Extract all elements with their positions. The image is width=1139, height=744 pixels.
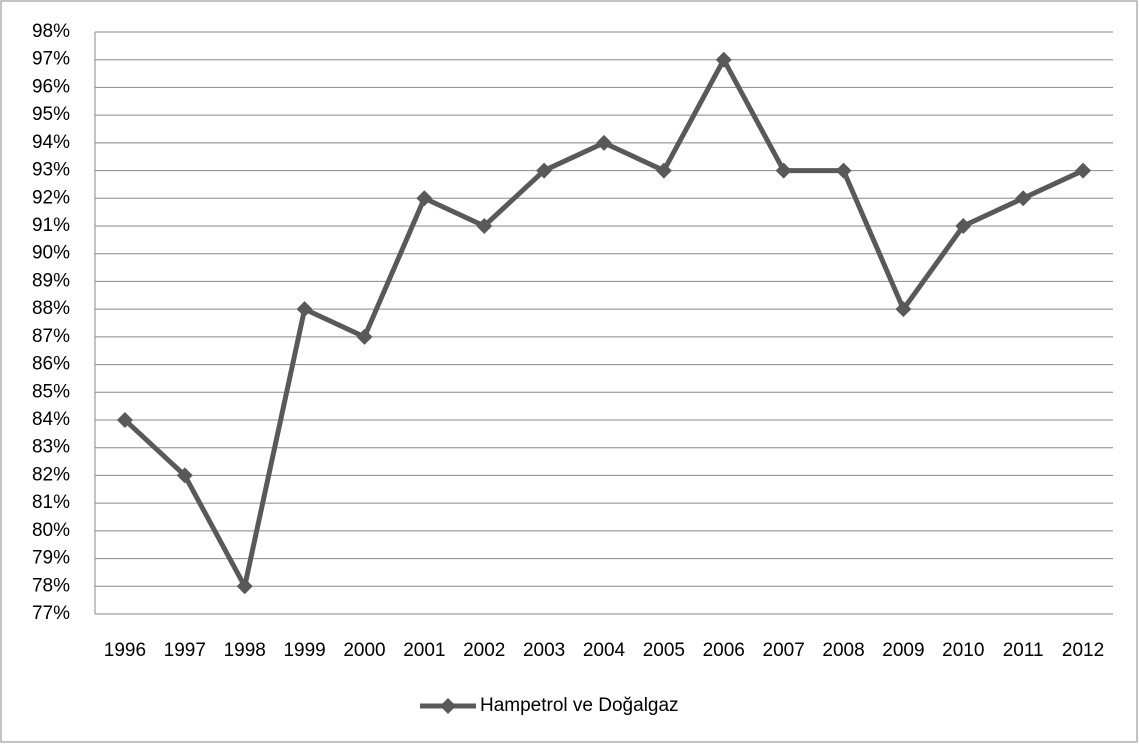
x-tick-label: 2007: [763, 640, 805, 661]
x-tick-label: 2004: [583, 640, 626, 661]
point-marker: [416, 190, 433, 207]
point-marker: [1075, 162, 1092, 179]
x-tick-label: 1999: [283, 640, 325, 661]
point-marker: [655, 162, 672, 179]
y-tick-label: 93%: [32, 160, 70, 181]
y-tick-label: 86%: [32, 354, 70, 375]
legend-label: Hampetrol ve Doğalgaz: [480, 695, 679, 716]
y-tick-label: 97%: [32, 49, 70, 70]
y-tick-label: 77%: [32, 603, 70, 624]
y-tick-label: 91%: [32, 215, 70, 236]
y-tick-label: 79%: [32, 548, 70, 569]
x-tick-label: 1996: [104, 640, 146, 661]
y-tick-label: 88%: [32, 298, 70, 319]
y-tick-label: 83%: [32, 437, 70, 458]
point-marker: [596, 134, 612, 151]
y-tick-label: 96%: [32, 76, 70, 97]
y-tick-label: 94%: [32, 132, 70, 153]
y-tick-label: 81%: [32, 492, 70, 513]
x-tick-label: 2006: [703, 640, 745, 661]
y-tick-label: 89%: [32, 270, 70, 291]
y-tick-label: 87%: [32, 326, 70, 347]
x-tick-label: 2009: [882, 640, 924, 661]
x-tick-label: 2001: [403, 640, 445, 661]
point-marker: [356, 328, 373, 345]
point-marker: [476, 218, 493, 234]
point-marker: [895, 301, 912, 318]
legend-marker: [440, 698, 456, 714]
y-tick-label: 98%: [32, 21, 70, 42]
point-marker: [1015, 190, 1032, 207]
y-tick-label: 90%: [32, 243, 70, 264]
point-marker: [296, 301, 313, 318]
y-tick-label: 82%: [32, 464, 70, 485]
x-tick-label: 2005: [643, 640, 685, 661]
point-marker: [236, 578, 253, 595]
point-marker: [955, 218, 972, 234]
x-tick-label: 2002: [463, 640, 505, 661]
point-marker: [715, 51, 732, 68]
point-marker: [536, 162, 553, 179]
y-tick-label: 95%: [32, 104, 70, 125]
x-tick-label: 2012: [1062, 640, 1104, 661]
y-tick-label: 80%: [32, 520, 70, 541]
x-tick-label: 2000: [343, 640, 385, 661]
point-marker: [775, 162, 792, 179]
y-tick-label: 78%: [32, 575, 70, 596]
x-tick-label: 2011: [1003, 640, 1044, 661]
x-tick-label: 2003: [523, 640, 565, 661]
x-tick-label: 1997: [164, 640, 206, 661]
point-marker: [176, 467, 193, 484]
x-tick-label: 2008: [822, 640, 864, 661]
y-tick-label: 85%: [32, 381, 70, 402]
x-tick-label: 1998: [224, 640, 266, 661]
y-tick-label: 92%: [32, 187, 70, 208]
x-tick-label: 2010: [942, 640, 984, 661]
y-tick-label: 84%: [32, 409, 70, 430]
point-marker: [116, 412, 133, 428]
point-marker: [835, 162, 852, 179]
